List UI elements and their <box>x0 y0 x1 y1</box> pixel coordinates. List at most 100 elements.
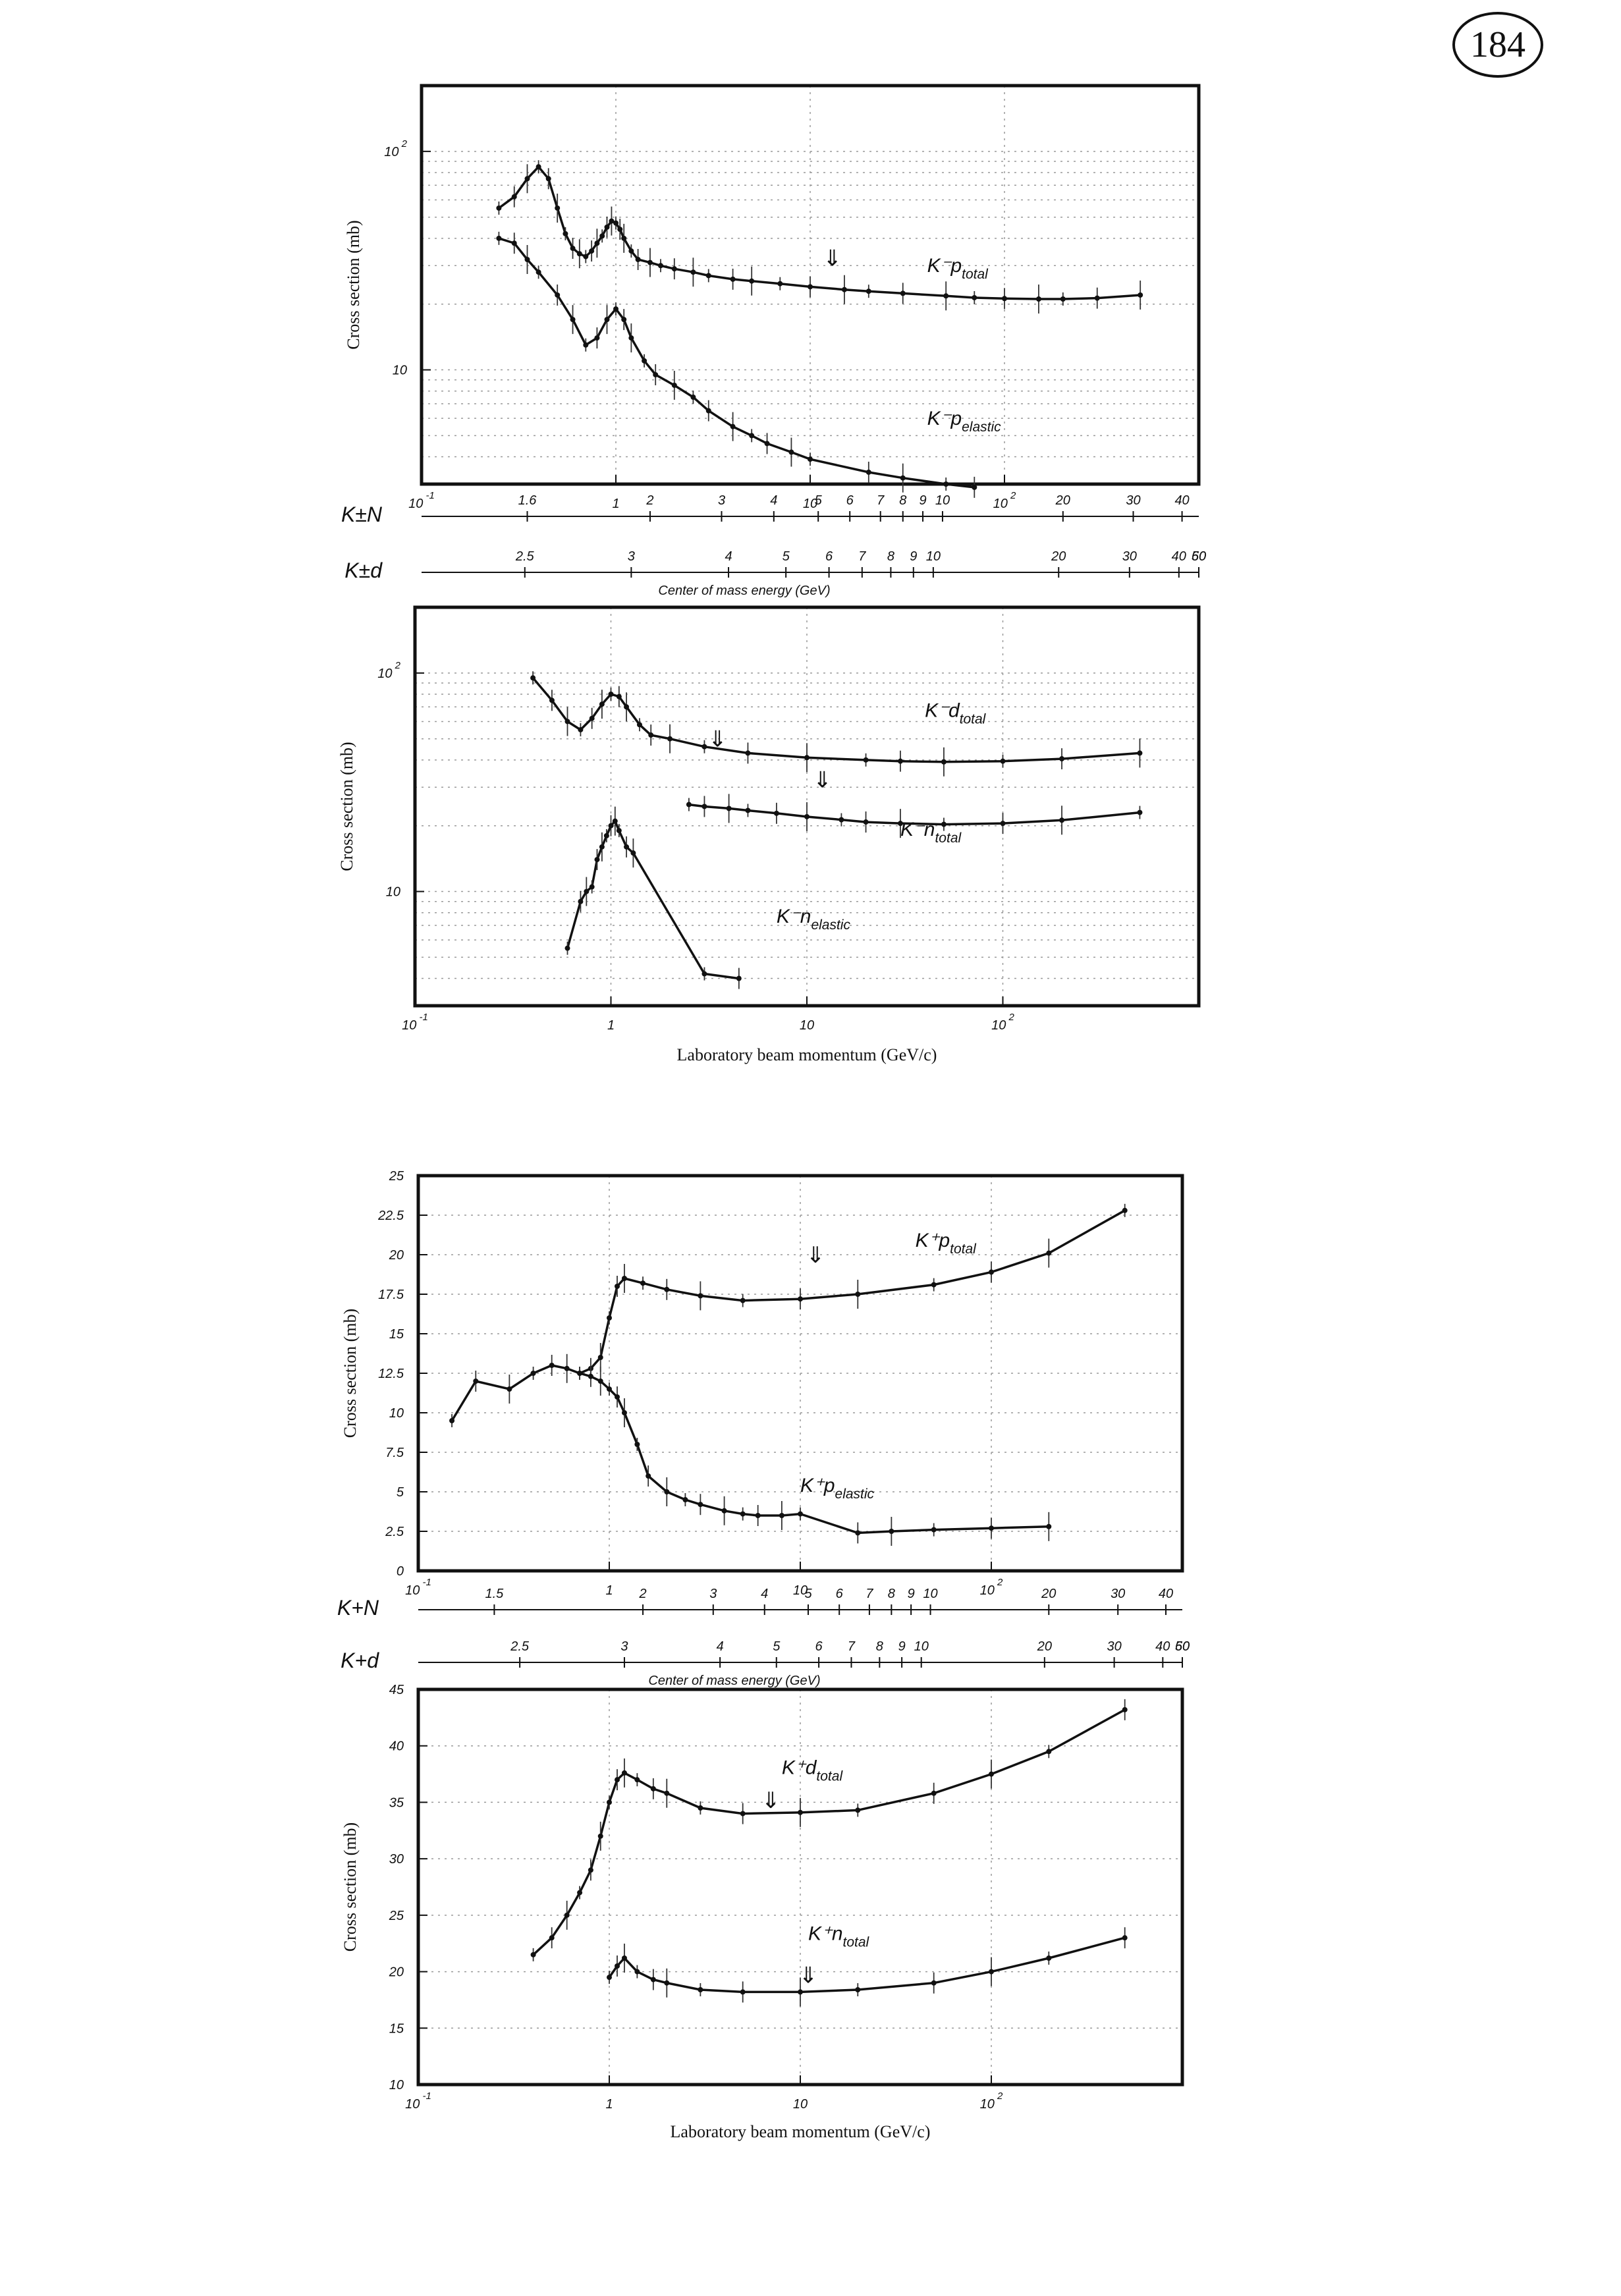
y-axis-label: Cross section (mb) <box>341 1309 360 1438</box>
y-tick-label: 12.5 <box>378 1367 404 1381</box>
scale-label: K±d <box>344 559 383 582</box>
y-tick-label: 25 <box>389 1909 404 1923</box>
data-point <box>841 287 847 292</box>
data-point <box>524 256 530 262</box>
data-point <box>594 857 600 863</box>
data-point <box>507 1386 512 1392</box>
data-point <box>545 176 551 182</box>
y-tick-label: 20 <box>389 1965 404 1980</box>
y-tick-label: 10 <box>386 885 400 900</box>
data-point <box>1060 296 1066 302</box>
data-point <box>588 1373 593 1379</box>
data-point <box>628 335 634 341</box>
data-point <box>736 975 742 981</box>
series-label: K⁻nelastic <box>777 906 851 933</box>
scale-tick-label: 10 <box>914 1639 929 1654</box>
data-point <box>588 1867 593 1873</box>
data-point <box>931 1282 937 1288</box>
data-point <box>616 828 622 834</box>
x-tick-label: 10 -1 <box>402 1012 428 1033</box>
scale-tick-label: 1.6 <box>518 493 537 508</box>
data-point <box>594 240 600 246</box>
data-point <box>1046 1523 1052 1529</box>
arrow-marker: ⇓ <box>708 726 727 753</box>
data-point <box>701 971 707 977</box>
data-point <box>863 819 869 825</box>
data-point <box>615 1963 620 1969</box>
data-point <box>701 744 707 750</box>
data-point <box>583 254 589 260</box>
y-axis-label: Cross section (mb) <box>337 742 356 871</box>
series-line <box>608 1936 1126 1994</box>
scale-tick-label: 5 <box>815 493 823 508</box>
x-tick-label: 10 2 <box>993 490 1016 511</box>
data-point <box>613 306 618 312</box>
data-point <box>604 224 610 230</box>
data-point <box>1122 1207 1128 1213</box>
y-tick-label: 17.5 <box>378 1288 404 1302</box>
chart-kminus-deuteron: 10 10 2 10 -1 1 10 10 2 Cross section (mb) Labo… <box>337 605 1201 1064</box>
series-0: K⁺dtotal⇓ <box>530 1699 1128 1961</box>
data-point <box>555 292 561 298</box>
data-point <box>972 484 977 490</box>
data-point <box>589 715 595 721</box>
y-axis-label: Cross section (mb) <box>344 220 363 349</box>
series-label: K⁺ptotal <box>916 1230 977 1257</box>
data-point <box>773 810 779 816</box>
series-1: K⁻ntotal ⇓ <box>686 767 1143 846</box>
data-point <box>549 1363 555 1368</box>
scale-tick-label: 6 <box>836 1587 844 1601</box>
data-point <box>1002 296 1007 302</box>
data-point <box>589 248 595 254</box>
data-point <box>671 382 677 388</box>
data-point <box>972 294 977 300</box>
data-point <box>989 1969 994 1975</box>
x-axis-label: Laboratory beam momentum (GeV/c) <box>671 2122 931 2141</box>
scale-tick-label: 40 <box>1172 549 1186 564</box>
data-point <box>609 218 615 224</box>
series-label: K⁺ntotal <box>808 1923 870 1950</box>
data-point <box>1059 817 1065 823</box>
data-point <box>599 844 605 850</box>
data-point <box>989 1525 994 1531</box>
x-tick-label: 10 <box>793 2097 808 2112</box>
x-tick-label: 10 <box>793 1583 808 1598</box>
data-point <box>634 1969 640 1975</box>
scale-tick-label: 7 <box>877 493 885 508</box>
x-tick-label: 1 <box>605 2097 613 2112</box>
data-point <box>1046 1955 1052 1961</box>
data-point <box>740 1811 746 1817</box>
data-point <box>496 205 502 211</box>
scale-tick-label: 3 <box>628 549 635 564</box>
data-point <box>943 481 949 487</box>
data-point <box>804 755 810 761</box>
scale-tick-label: 8 <box>899 493 906 508</box>
page-number: 184 <box>1452 12 1543 78</box>
series-2: K⁻nelastic <box>564 806 851 989</box>
x-tick-label: 10 <box>803 497 817 511</box>
data-point <box>597 1355 603 1360</box>
data-point <box>865 288 871 294</box>
data-point <box>664 1980 670 1986</box>
y-tick-label: 10 2 <box>377 660 400 681</box>
data-point <box>530 1952 536 1957</box>
series-line <box>579 1372 1049 1535</box>
data-point <box>900 290 906 296</box>
data-point <box>607 1799 612 1805</box>
data-point <box>530 1371 536 1376</box>
data-point <box>798 1809 803 1815</box>
y-tick-label: 7.5 <box>385 1446 404 1460</box>
data-point <box>897 758 903 764</box>
y-tick-label: 40 <box>389 1739 404 1754</box>
data-point <box>577 1890 583 1896</box>
data-point <box>1122 1707 1128 1712</box>
data-point <box>889 1529 894 1534</box>
data-point <box>583 342 589 348</box>
series-1: K⁻pelastic <box>496 231 1001 498</box>
y-tick-label: 10 <box>389 2078 404 2092</box>
data-point <box>698 1987 703 1992</box>
data-point <box>900 475 906 481</box>
data-point <box>1046 1250 1052 1256</box>
scale-tick-label: 2 <box>639 1587 647 1601</box>
y-tick-label: 0 <box>397 1564 404 1579</box>
